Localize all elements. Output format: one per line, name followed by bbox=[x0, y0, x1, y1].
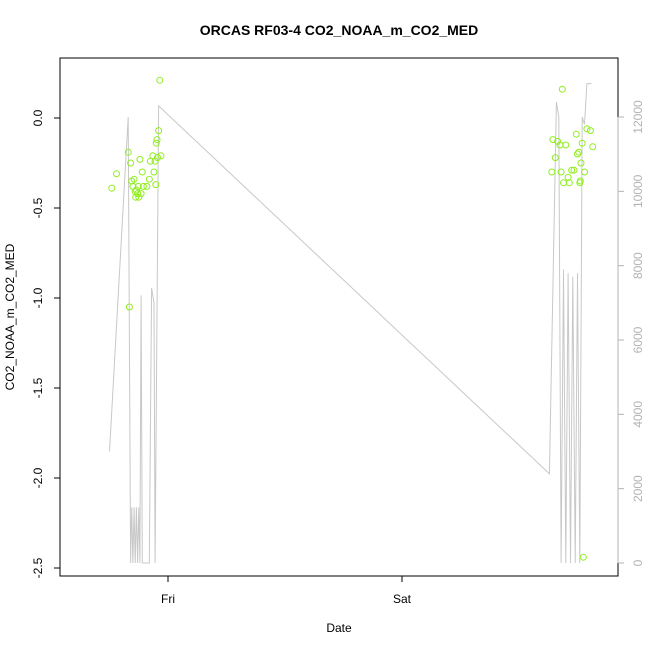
data-point bbox=[577, 159, 585, 167]
y-tick-label: -2.5 bbox=[31, 557, 45, 578]
x-tick-label: Fri bbox=[161, 592, 175, 606]
data-point bbox=[575, 148, 583, 156]
point-series bbox=[108, 76, 597, 561]
data-point bbox=[137, 190, 145, 198]
y-tick-label: -2.0 bbox=[31, 467, 45, 488]
data-point bbox=[581, 168, 588, 176]
data-point bbox=[152, 139, 160, 147]
y2-tick-label: 4000 bbox=[631, 401, 645, 428]
data-point bbox=[135, 193, 143, 201]
data-point bbox=[143, 182, 151, 190]
y2-tick-label: 12000 bbox=[631, 100, 645, 134]
data-point bbox=[549, 136, 557, 144]
bottom-axis: Fri Sat bbox=[161, 575, 412, 606]
y2-tick-label: 8000 bbox=[631, 252, 645, 279]
left-axis: -2.5 -2.0 -1.5 -1.0 -0.5 0.0 bbox=[31, 109, 61, 578]
data-point bbox=[570, 166, 578, 174]
data-point bbox=[576, 177, 584, 185]
data-point bbox=[557, 168, 565, 176]
y-tick-label: -0.5 bbox=[31, 197, 45, 218]
data-point bbox=[134, 182, 142, 190]
data-point bbox=[108, 184, 116, 192]
data-point bbox=[153, 136, 161, 144]
data-point bbox=[150, 168, 158, 176]
data-point bbox=[589, 143, 597, 151]
data-point bbox=[151, 157, 159, 165]
y2-tick-label: 0 bbox=[631, 559, 645, 566]
data-point bbox=[124, 148, 132, 156]
y-tick-label: -1.5 bbox=[31, 377, 45, 398]
y2-tick-label: 10000 bbox=[631, 174, 645, 208]
data-point bbox=[558, 85, 566, 93]
data-point bbox=[134, 190, 142, 198]
data-point bbox=[583, 125, 591, 133]
data-point bbox=[127, 159, 135, 167]
data-point bbox=[560, 179, 567, 187]
y2-tick-label: 6000 bbox=[631, 326, 645, 353]
data-point bbox=[138, 168, 146, 176]
y-tick-label: 0.0 bbox=[31, 109, 45, 126]
data-point bbox=[586, 127, 594, 135]
data-point bbox=[157, 152, 165, 160]
x-axis-label: Date bbox=[326, 621, 352, 635]
y2-tick-label: 2000 bbox=[631, 475, 645, 502]
data-point bbox=[145, 175, 153, 183]
line-series-path bbox=[109, 83, 592, 564]
data-point bbox=[136, 155, 144, 163]
y-tick-label: -1.0 bbox=[31, 287, 45, 308]
data-point bbox=[113, 170, 120, 178]
data-point bbox=[156, 76, 164, 84]
data-point bbox=[154, 154, 161, 162]
data-point bbox=[568, 166, 576, 174]
y-axis-label: CO2_NOAA_m_CO2_MED bbox=[3, 243, 17, 390]
data-point bbox=[565, 179, 573, 187]
x-tick-label: Sat bbox=[393, 592, 412, 606]
data-point bbox=[572, 130, 580, 138]
data-point bbox=[155, 127, 163, 135]
data-point bbox=[578, 139, 586, 147]
data-point bbox=[579, 553, 587, 561]
data-point bbox=[554, 137, 562, 145]
data-point bbox=[132, 186, 140, 194]
data-point bbox=[574, 150, 581, 158]
right-axis: 0 2000 4000 6000 8000 10000 12000 bbox=[617, 100, 645, 566]
data-point bbox=[139, 182, 147, 190]
data-point bbox=[551, 154, 559, 162]
data-point bbox=[125, 303, 133, 311]
data-point bbox=[548, 168, 556, 176]
plot-area bbox=[59, 57, 619, 577]
data-point bbox=[132, 193, 140, 201]
line-series bbox=[109, 83, 592, 564]
chart-title: ORCAS RF03-4 CO2_NOAA_m_CO2_MED bbox=[200, 22, 479, 38]
data-point bbox=[562, 141, 570, 149]
data-point bbox=[152, 181, 160, 189]
data-point bbox=[130, 175, 138, 183]
